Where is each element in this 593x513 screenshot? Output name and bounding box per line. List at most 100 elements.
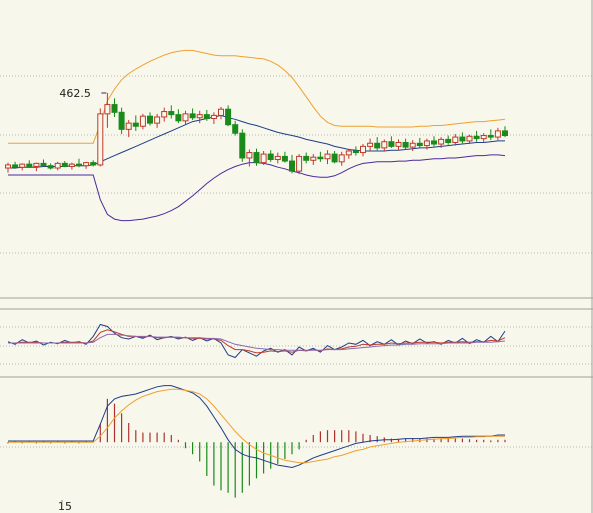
candle-body [317,156,324,160]
candle [466,134,473,145]
oscillator-line [8,333,506,351]
candle [83,161,90,169]
candle-body [296,155,303,172]
candle-body [303,155,310,161]
candle [352,146,359,156]
candle-body [360,145,366,154]
candle [260,151,267,165]
candle [381,139,388,151]
candle-body [40,162,47,167]
candle [473,130,480,142]
candle [218,106,224,120]
macd-dif-line [8,385,505,469]
candle-body [431,140,437,145]
candle-body [459,136,466,142]
candle-body [494,130,501,138]
candle-body [381,141,388,149]
candle-body [125,122,132,130]
candle-body [203,114,210,120]
x-tick-label: 15 [58,500,72,513]
candle-body [33,162,40,167]
candle [40,159,47,167]
candle-body [289,160,295,172]
candle-body [281,155,288,162]
candle [182,110,189,125]
candle [225,105,232,127]
candle [402,138,409,150]
candle [438,137,445,148]
candle [281,151,288,163]
chart-labels: 462.5 15 [58,87,107,513]
candle-body [132,122,139,127]
candlesticks [5,92,508,175]
candle-body [402,141,409,148]
candle-body [338,154,345,163]
candle [232,120,239,136]
candle-body [473,135,480,140]
candle-body [5,164,11,169]
candle [5,162,11,173]
candle [303,152,310,164]
candle [61,161,68,168]
candle [68,162,75,170]
candle [203,109,210,121]
candle [480,133,487,143]
candle-body [111,104,118,113]
candle-body [118,111,125,130]
candle [487,129,494,141]
candle [210,112,217,124]
candle [445,135,452,145]
candle [111,98,118,117]
candle [416,137,423,148]
candle [345,148,352,159]
macd-panel [7,385,506,498]
candle [338,151,345,166]
candle [90,160,97,167]
candle-body [61,162,68,167]
candle-body [445,138,452,143]
candle [154,113,161,128]
candle [33,162,40,172]
candle-body [154,116,161,124]
candle [267,150,274,162]
candle-body [175,114,182,122]
candle [19,163,26,171]
candle-body [12,164,19,168]
candle [54,161,61,171]
candle [196,110,203,124]
candle [139,113,146,130]
candle [431,136,437,147]
candle [423,138,430,150]
candle-body [324,153,331,160]
candle-body [196,114,203,119]
candle-body [246,152,253,159]
candle [317,151,324,162]
candle-body [416,142,423,147]
candle-body [19,163,26,168]
candle-body [395,141,402,147]
candle-body [438,138,445,145]
candle-body [423,140,430,147]
candle [47,163,54,170]
candle-body [480,135,487,140]
candle-body [331,153,338,163]
candle [175,109,182,124]
candle-body [345,150,352,156]
peak-value-label: 462.5 [59,87,91,100]
candle [161,107,168,122]
candle [324,150,331,165]
candle [388,136,395,148]
candle-body [374,142,381,149]
candle-body [210,114,217,120]
candle-body [502,130,508,137]
candle [147,112,153,126]
candle-body [253,152,260,164]
candle [26,160,33,169]
candle [189,108,196,121]
candle-body [274,155,281,161]
candle-body [161,111,168,118]
candle [97,108,104,167]
candle-body [310,156,317,161]
candle [459,132,466,144]
